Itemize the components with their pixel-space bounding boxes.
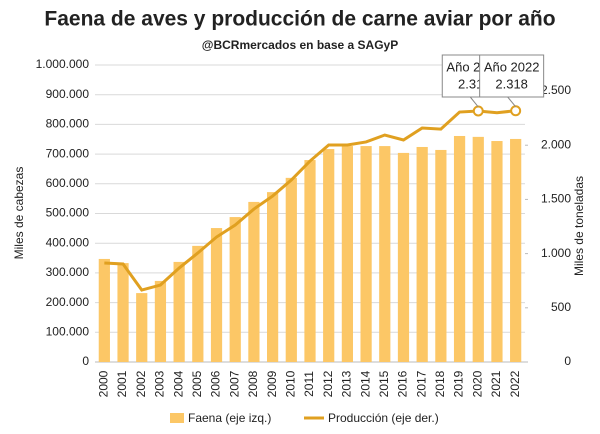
y-tick-label: 900.000	[46, 87, 90, 101]
bar	[229, 217, 241, 362]
bar	[323, 149, 335, 362]
bar	[117, 263, 129, 362]
x-tick-label: 2014	[358, 370, 372, 397]
annotation-title: Año 2022	[484, 59, 540, 74]
x-tick-label: 2021	[489, 370, 503, 397]
bar	[379, 146, 391, 362]
y-tick-label: 500.000	[46, 206, 90, 220]
bar	[154, 280, 167, 362]
y2-tick-label: 500	[551, 300, 571, 314]
x-tick-label: 2012	[321, 370, 335, 397]
legend-label: Producción (eje der.)	[328, 411, 439, 425]
annotation-leader	[469, 96, 479, 108]
x-tick-label: 2000	[97, 370, 111, 397]
x-tick-label: 2003	[153, 370, 167, 397]
y-tick-label: 600.000	[46, 176, 90, 190]
x-tick-label: 2009	[265, 370, 279, 397]
y2-tick-label: 1.500	[541, 192, 571, 206]
annotation-text: 2.318	[495, 76, 528, 91]
annotation-box	[479, 54, 545, 98]
bar	[285, 177, 297, 362]
x-tick-label: 2011	[302, 371, 316, 397]
x-tick-label: 2005	[190, 370, 204, 397]
x-tick-label: 2013	[340, 370, 354, 397]
y-tick-label: 0	[82, 354, 89, 368]
x-tick-label: 2001	[115, 370, 129, 397]
y2-tick-label: 2.000	[541, 137, 571, 151]
bar	[510, 138, 522, 362]
y2-axis-title: Miles de toneladas	[572, 176, 586, 276]
x-tick-label: 2006	[209, 370, 223, 397]
highlight-marker	[472, 105, 484, 117]
bar	[98, 258, 110, 362]
y-tick-label: 400.000	[46, 235, 90, 249]
x-tick-label: 2022	[508, 370, 522, 397]
x-tick-label: 2020	[470, 370, 484, 397]
y2-tick-label: 0	[564, 354, 571, 368]
bar	[210, 228, 223, 362]
x-tick-label: 2019	[452, 370, 466, 397]
bar	[472, 136, 484, 362]
chart-title: Faena de aves y producción de carne avia…	[44, 8, 555, 31]
y-axis-title: Miles de cabezas	[12, 167, 26, 260]
x-tick-label: 2010	[283, 370, 297, 397]
y2-tick-label: 2.500	[541, 83, 571, 97]
bar	[453, 135, 466, 362]
y-tick-label: 700.000	[46, 146, 90, 160]
y-tick-label: 300.000	[46, 265, 90, 279]
bar	[248, 201, 260, 362]
highlight-marker	[510, 105, 522, 117]
bar	[435, 149, 447, 362]
bar	[192, 245, 204, 362]
y-tick-label: 1.000.000	[36, 57, 90, 71]
y2-tick-label: 1.000	[541, 246, 571, 260]
x-tick-label: 2007	[227, 370, 241, 397]
y-tick-label: 800.000	[46, 117, 90, 131]
bar	[267, 192, 279, 362]
legend-label: Faena (eje izq.)	[188, 411, 271, 425]
bar	[416, 146, 428, 362]
bar	[136, 293, 148, 362]
y-tick-label: 100.000	[46, 324, 90, 338]
x-tick-label: 2015	[377, 370, 391, 397]
bar	[304, 160, 316, 362]
x-tick-label: 2004	[171, 370, 185, 397]
x-tick-label: 2018	[433, 370, 447, 397]
x-tick-label: 2016	[396, 370, 410, 397]
x-tick-label: 2002	[134, 370, 148, 397]
bar	[491, 141, 503, 362]
bar	[360, 146, 372, 362]
bar	[341, 146, 353, 362]
x-tick-label: 2008	[246, 370, 260, 397]
bar	[397, 152, 410, 362]
x-tick-label: 2017	[414, 370, 428, 397]
y-tick-label: 200.000	[46, 295, 90, 309]
line	[104, 109, 516, 292]
chart-subtitle: @BCRmercados en base a SAGyP	[202, 38, 398, 52]
legend-swatch	[170, 413, 184, 423]
annotation-leader	[507, 96, 517, 108]
bar	[173, 261, 185, 362]
